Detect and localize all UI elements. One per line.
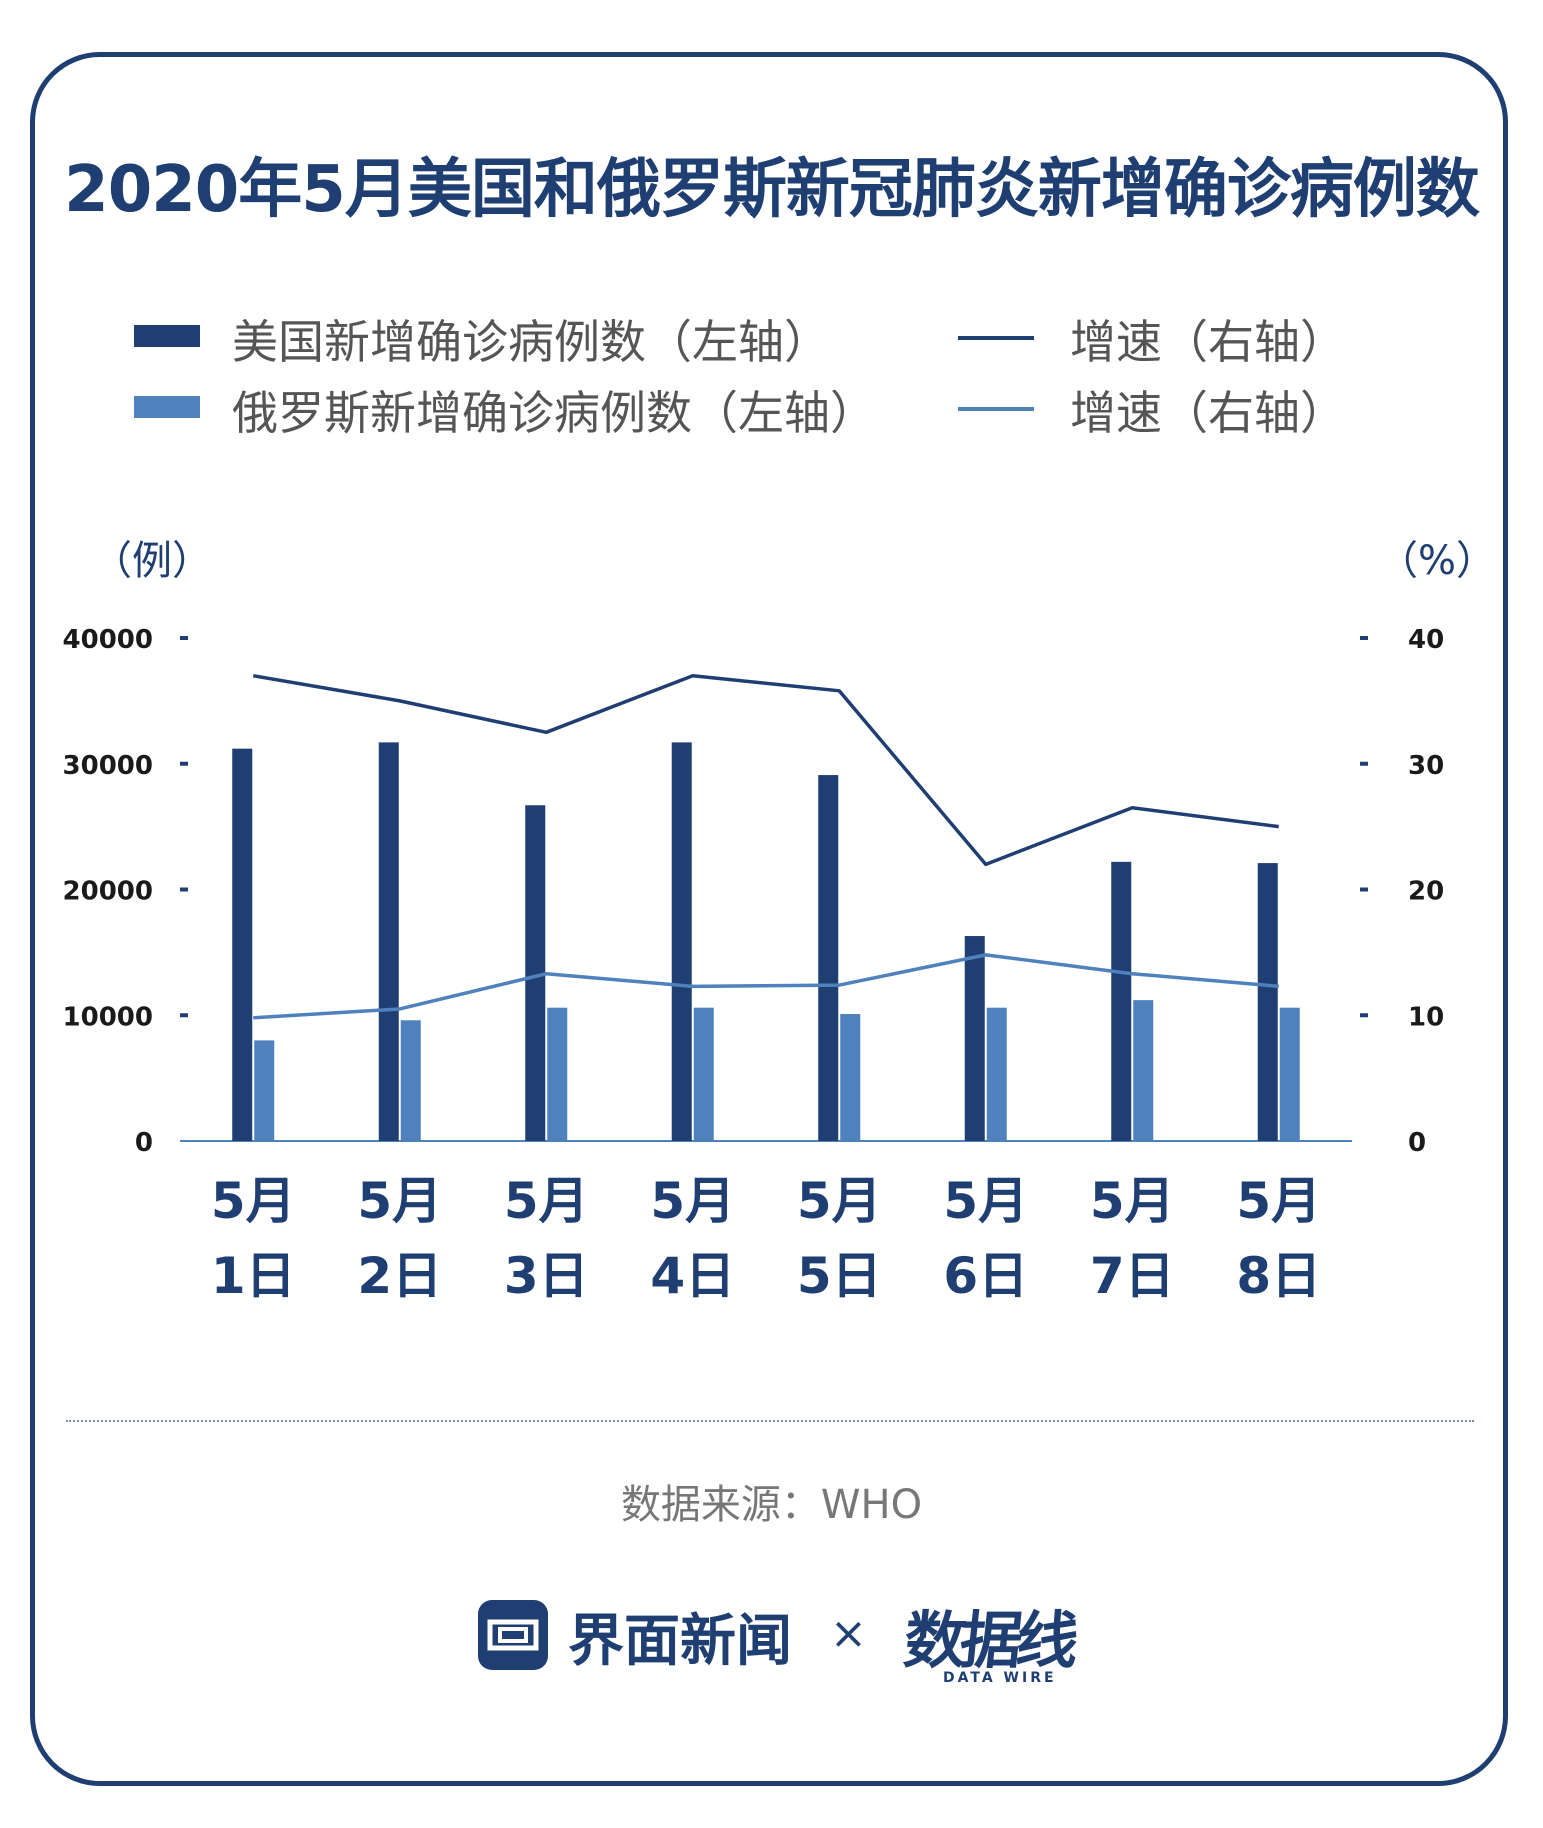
x-tick-label-day: 8日 [1236, 1247, 1321, 1305]
right-tick-mark [1360, 1013, 1368, 1018]
datawire-logo-en: DATA WIRE [943, 1670, 1057, 1686]
left-tick-label: 10000 [63, 1002, 153, 1032]
right-tick-mark [1360, 761, 1368, 766]
ru-bar [1133, 1000, 1154, 1141]
legend-ru-bar-label: 俄罗斯新增确诊病例数（左轴） [232, 386, 876, 440]
left-tick-mark [180, 1013, 188, 1018]
ru-growth-line [253, 953, 1279, 1020]
us-bar [1257, 863, 1278, 1141]
us-bar [671, 742, 692, 1141]
ru-bar [840, 1013, 861, 1141]
left-tick-label: 30000 [63, 751, 153, 781]
left-tick-mark [180, 761, 188, 766]
datawire-logo-text: 数据线 [900, 1604, 1077, 1677]
right-tick-label: 20 [1408, 877, 1444, 907]
x-tick-label-month: 5月 [504, 1172, 589, 1230]
times-symbol: × [830, 1608, 867, 1659]
x-tick-label-month: 5月 [211, 1172, 296, 1230]
right-tick-label: 0 [1408, 1128, 1426, 1158]
source-note: 数据来源：WHO [620, 1482, 923, 1528]
us-bar [232, 748, 253, 1141]
ru-bar [547, 1007, 568, 1141]
legend-ru-bar-swatch [134, 396, 200, 418]
x-tick-label-day: 6日 [943, 1247, 1028, 1305]
legend-ru-line-label: 增速（右轴） [1070, 386, 1346, 440]
x-tick-label-day: 3日 [504, 1247, 589, 1305]
x-tick-label-day: 1日 [211, 1247, 296, 1305]
x-tick-label-month: 5月 [1236, 1172, 1321, 1230]
left-tick-label: 0 [135, 1128, 153, 1158]
us-bar [964, 936, 985, 1141]
legend-us-bar-label: 美国新增确诊病例数（左轴） [232, 315, 830, 369]
chart-title: 2020年5月美国和俄罗斯新冠肺炎新增确诊病例数 [64, 153, 1480, 227]
left-tick-mark [180, 636, 188, 640]
x-tick-label-day: 4日 [650, 1247, 735, 1305]
x-tick-label-day: 2日 [357, 1247, 442, 1305]
legend-ru-line-swatch [958, 407, 1034, 411]
left-axis-unit: （例） [92, 538, 212, 584]
ru-bar [400, 1020, 421, 1141]
ru-bar [254, 1040, 275, 1141]
right-axis-unit: （%） [1378, 538, 1497, 584]
right-tick-label: 30 [1408, 751, 1444, 781]
jiemian-brand: 界面新闻 [568, 1609, 792, 1674]
footer: 界面新闻 × 数据线 DATA WIRE [0, 1590, 1543, 1700]
x-tick-label-month: 5月 [943, 1172, 1028, 1230]
left-tick-label: 40000 [63, 625, 153, 655]
left-tick-mark [180, 887, 188, 892]
x-tick-label-month: 5月 [1090, 1172, 1175, 1230]
us-bar [525, 805, 546, 1141]
us-growth-line [252, 673, 1279, 867]
right-tick-label: 40 [1408, 625, 1444, 655]
divider [66, 1420, 1474, 1422]
x-tick-label-day: 5日 [797, 1247, 882, 1305]
us-bar [818, 775, 839, 1141]
us-bar [378, 742, 399, 1141]
us-bar [1111, 861, 1132, 1141]
legend-us-line-label: 增速（右轴） [1070, 315, 1346, 369]
right-tick-label: 10 [1408, 1002, 1444, 1032]
legend-us-line-swatch [958, 336, 1034, 340]
left-tick-label: 20000 [63, 877, 153, 907]
x-tick-label-month: 5月 [357, 1172, 442, 1230]
x-tick-label-month: 5月 [797, 1172, 882, 1230]
datawire-logo: 数据线 DATA WIRE [901, 1590, 1085, 1700]
right-tick-mark [1360, 887, 1368, 892]
ru-bar [693, 1007, 714, 1141]
chart-plot: 0 10000 20000 30000 40000 0 10 20 30 40 5月 1日 5月 2日 5月… [63, 625, 1445, 1305]
legend-us-bar-swatch [134, 325, 200, 347]
jiemian-logo-icon [478, 1600, 548, 1670]
ru-bar [1279, 1007, 1300, 1141]
right-tick-mark [1360, 636, 1368, 640]
x-tick-label-month: 5月 [650, 1172, 735, 1230]
ru-bar [986, 1007, 1007, 1141]
x-tick-label-day: 7日 [1090, 1247, 1175, 1305]
